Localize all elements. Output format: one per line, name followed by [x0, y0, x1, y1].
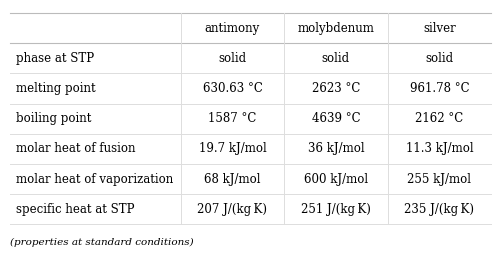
Text: 251 J/(kg K): 251 J/(kg K) [301, 203, 371, 216]
Text: solid: solid [322, 52, 350, 65]
Text: solid: solid [425, 52, 453, 65]
Text: (properties at standard conditions): (properties at standard conditions) [10, 238, 193, 247]
Text: 1587 °C: 1587 °C [208, 112, 256, 125]
Text: 600 kJ/mol: 600 kJ/mol [304, 173, 368, 186]
Text: 68 kJ/mol: 68 kJ/mol [204, 173, 261, 186]
Text: molybdenum: molybdenum [298, 22, 374, 35]
Text: molar heat of vaporization: molar heat of vaporization [16, 173, 173, 186]
Text: 630.63 °C: 630.63 °C [202, 82, 262, 95]
Text: 235 J/(kg K): 235 J/(kg K) [404, 203, 474, 216]
Text: 2162 °C: 2162 °C [415, 112, 463, 125]
Text: molar heat of fusion: molar heat of fusion [16, 143, 135, 156]
Text: antimony: antimony [205, 22, 260, 35]
Text: 19.7 kJ/mol: 19.7 kJ/mol [198, 143, 266, 156]
Text: phase at STP: phase at STP [16, 52, 94, 65]
Text: 207 J/(kg K): 207 J/(kg K) [197, 203, 267, 216]
Text: 36 kJ/mol: 36 kJ/mol [308, 143, 364, 156]
Text: boiling point: boiling point [16, 112, 91, 125]
Text: solid: solid [218, 52, 247, 65]
Text: 4639 °C: 4639 °C [311, 112, 360, 125]
Text: silver: silver [423, 22, 456, 35]
Text: melting point: melting point [16, 82, 96, 95]
Text: 961.78 °C: 961.78 °C [410, 82, 469, 95]
Text: 255 kJ/mol: 255 kJ/mol [407, 173, 471, 186]
Text: specific heat at STP: specific heat at STP [16, 203, 134, 216]
Text: 11.3 kJ/mol: 11.3 kJ/mol [406, 143, 473, 156]
Text: 2623 °C: 2623 °C [311, 82, 360, 95]
